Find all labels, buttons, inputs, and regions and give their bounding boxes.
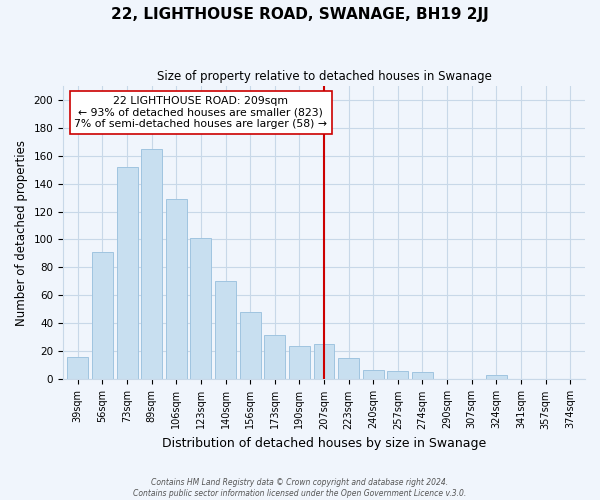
Text: 22, LIGHTHOUSE ROAD, SWANAGE, BH19 2JJ: 22, LIGHTHOUSE ROAD, SWANAGE, BH19 2JJ bbox=[111, 8, 489, 22]
Bar bbox=[166, 199, 187, 380]
Bar bbox=[289, 346, 310, 380]
Bar bbox=[265, 334, 285, 380]
Bar bbox=[67, 357, 88, 380]
Y-axis label: Number of detached properties: Number of detached properties bbox=[15, 140, 28, 326]
Text: 22 LIGHTHOUSE ROAD: 209sqm
← 93% of detached houses are smaller (823)
7% of semi: 22 LIGHTHOUSE ROAD: 209sqm ← 93% of deta… bbox=[74, 96, 328, 128]
Bar bbox=[338, 358, 359, 380]
Bar bbox=[215, 282, 236, 380]
Title: Size of property relative to detached houses in Swanage: Size of property relative to detached ho… bbox=[157, 70, 491, 83]
Bar bbox=[412, 372, 433, 380]
Bar bbox=[363, 370, 384, 380]
Bar bbox=[92, 252, 113, 380]
Bar bbox=[116, 166, 137, 380]
Bar bbox=[388, 371, 409, 380]
X-axis label: Distribution of detached houses by size in Swanage: Distribution of detached houses by size … bbox=[162, 437, 486, 450]
Bar bbox=[190, 238, 211, 380]
Bar bbox=[141, 148, 162, 380]
Bar bbox=[314, 344, 334, 380]
Bar bbox=[239, 312, 260, 380]
Text: Contains HM Land Registry data © Crown copyright and database right 2024.
Contai: Contains HM Land Registry data © Crown c… bbox=[133, 478, 467, 498]
Bar bbox=[486, 375, 507, 380]
